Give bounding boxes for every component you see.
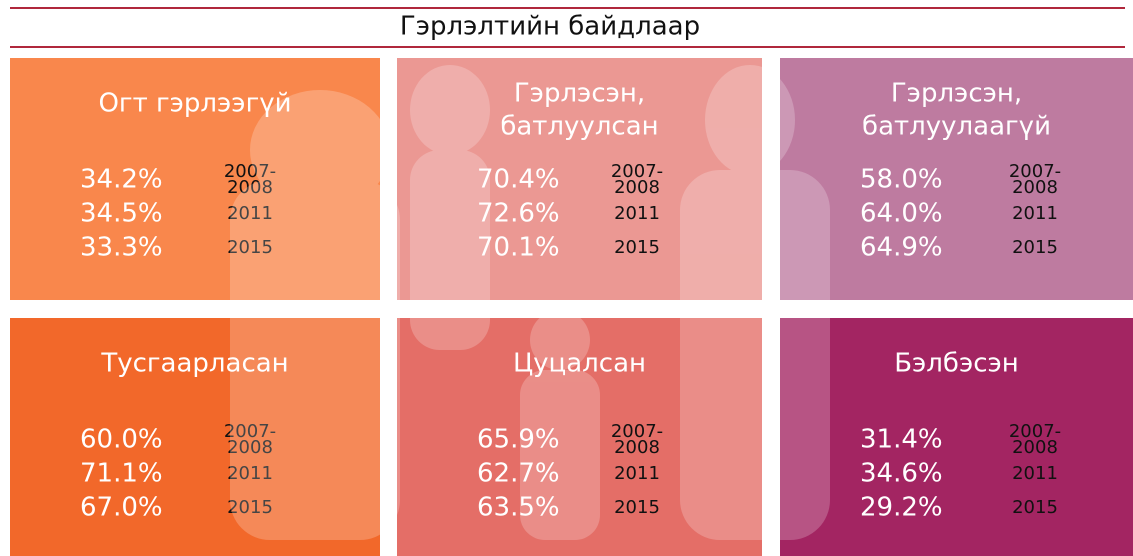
value: 63.5% <box>477 493 560 523</box>
year: 2015 <box>1012 237 1058 258</box>
value: 72.6% <box>477 199 560 229</box>
year: 2011 <box>614 203 660 224</box>
value: 34.2% <box>80 165 163 195</box>
year: 2008 <box>614 437 660 458</box>
value: 64.9% <box>860 233 943 263</box>
value: 71.1% <box>80 459 163 489</box>
value: 62.7% <box>477 459 560 489</box>
panel-title: батлуулсан <box>500 112 658 142</box>
year: 2007- <box>611 161 663 182</box>
panels: Огт гэрлээгүй34.2%2007-200834.5%201133.3… <box>10 58 1133 556</box>
year: 2007- <box>1009 161 1061 182</box>
year: 2008 <box>227 177 273 198</box>
panel-title: Тусгаарласан <box>100 349 288 379</box>
year: 2008 <box>227 437 273 458</box>
panel-title: Бэлбэсэн <box>894 349 1019 379</box>
value: 65.9% <box>477 425 560 455</box>
year: 2011 <box>227 203 273 224</box>
year: 2011 <box>1012 203 1058 224</box>
value: 58.0% <box>860 165 943 195</box>
year: 2015 <box>227 497 273 518</box>
year: 2015 <box>227 237 273 258</box>
year: 2011 <box>227 463 273 484</box>
year: 2007- <box>224 161 276 182</box>
year: 2011 <box>1012 463 1058 484</box>
panel-title: батлуулаагүй <box>862 112 1051 142</box>
page-title: Гэрлэлтийн байдлаар <box>400 12 700 42</box>
value: 70.1% <box>477 233 560 263</box>
panel <box>10 318 380 556</box>
value: 70.4% <box>477 165 560 195</box>
year: 2015 <box>614 497 660 518</box>
year: 2008 <box>1012 177 1058 198</box>
silhouette <box>230 65 830 540</box>
panel <box>780 58 1133 300</box>
value: 34.6% <box>860 459 943 489</box>
value: 60.0% <box>80 425 163 455</box>
year: 2011 <box>614 463 660 484</box>
panel <box>397 318 762 556</box>
panel-title: Гэрлэсэн, <box>514 79 645 109</box>
year: 2007- <box>1009 421 1061 442</box>
value: 67.0% <box>80 493 163 523</box>
year: 2015 <box>1012 497 1058 518</box>
panel <box>397 58 762 300</box>
value: 34.5% <box>80 199 163 229</box>
value: 33.3% <box>80 233 163 263</box>
year: 2008 <box>1012 437 1058 458</box>
year: 2015 <box>614 237 660 258</box>
panel-title: Гэрлэсэн, <box>891 79 1022 109</box>
year: 2007- <box>224 421 276 442</box>
panel <box>780 318 1133 556</box>
value: 64.0% <box>860 199 943 229</box>
value: 31.4% <box>860 425 943 455</box>
year: 2007- <box>611 421 663 442</box>
panel-title: Цуцалсан <box>513 349 646 379</box>
panel-title: Огт гэрлээгүй <box>98 89 291 119</box>
panel <box>10 58 380 300</box>
value: 29.2% <box>860 493 943 523</box>
year: 2008 <box>614 177 660 198</box>
